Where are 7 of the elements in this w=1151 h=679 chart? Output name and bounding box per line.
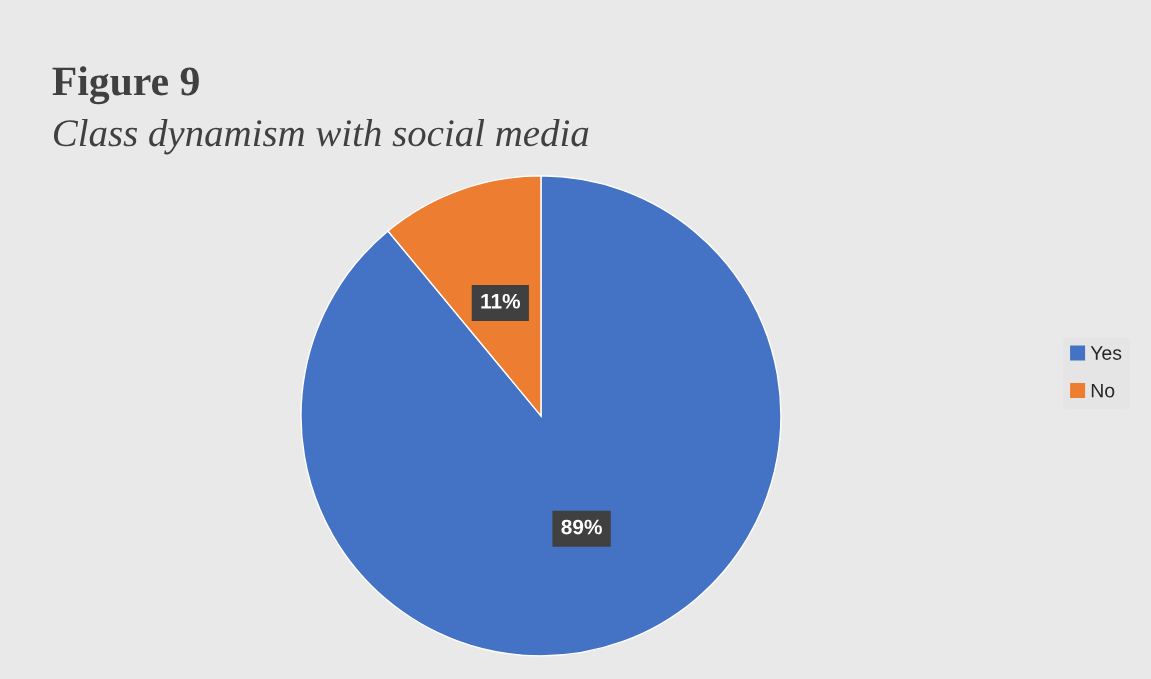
legend-label: No bbox=[1091, 383, 1115, 398]
chart-title: Figure 9 bbox=[52, 66, 199, 105]
data-label: 89% bbox=[561, 519, 602, 535]
legend-label: Yes bbox=[1090, 346, 1122, 360]
chart-subtitle: Class dynamism with social media bbox=[53, 119, 589, 155]
data-label: 11% bbox=[481, 293, 521, 309]
pie-slice bbox=[300, 175, 782, 657]
